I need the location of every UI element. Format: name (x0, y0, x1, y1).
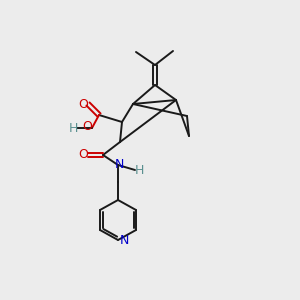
Text: N: N (119, 233, 129, 247)
Text: H: H (134, 164, 144, 176)
Text: O: O (78, 148, 88, 161)
Text: N: N (114, 158, 124, 172)
Text: H: H (68, 122, 78, 134)
Text: O: O (82, 121, 92, 134)
Text: O: O (78, 98, 88, 110)
